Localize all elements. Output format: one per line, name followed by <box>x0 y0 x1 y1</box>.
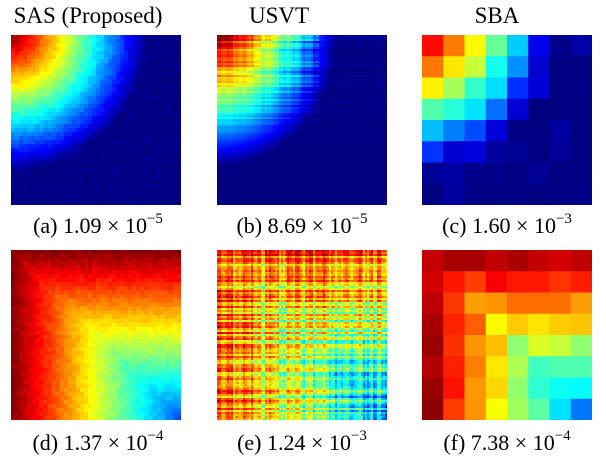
caption-base: 10 <box>533 213 556 238</box>
caption-mantissa: 1.60 <box>472 213 511 238</box>
caption-mantissa: 1.24 <box>267 430 306 455</box>
caption-base: 10 <box>532 430 555 455</box>
caption-d: (d) 1.37 × 10−4 <box>0 428 208 459</box>
caption-label: (b) <box>236 213 263 238</box>
caption-f: (f) 7.38 × 10−4 <box>397 428 606 459</box>
caption-label: (d) <box>32 430 59 455</box>
caption-exponent: −3 <box>350 428 367 444</box>
smooth-lshape-heatmap-icon <box>11 250 181 420</box>
col-title-usvt: USVT <box>248 3 310 28</box>
caption-label: (a) <box>33 213 58 238</box>
caption-base: 10 <box>328 430 351 455</box>
panel-c-heatmap <box>422 35 592 205</box>
caption-mantissa: 8.69 <box>267 213 307 238</box>
caption-exponent: −4 <box>147 428 164 444</box>
panel-b-heatmap <box>217 35 387 205</box>
caption-e: (e) 1.24 × 10−3 <box>192 428 412 459</box>
caption-exponent: −3 <box>555 211 572 227</box>
caption-exponent: −5 <box>351 211 368 227</box>
caption-times: × <box>311 430 324 455</box>
blocky-lshape-heatmap-icon <box>422 250 592 420</box>
panel-a-heatmap <box>11 35 181 205</box>
caption-mantissa: 7.38 <box>470 430 510 455</box>
noisy-corner-heatmap-icon <box>217 35 387 205</box>
smooth-corner-heatmap-icon <box>11 35 181 205</box>
caption-base: 10 <box>124 213 147 238</box>
col-title-sas: SAS (Proposed) <box>13 3 163 28</box>
panel-f-heatmap <box>422 250 592 420</box>
caption-base: 10 <box>329 213 352 238</box>
caption-b: (b) 8.69 × 10−5 <box>192 211 412 242</box>
noisy-lshape-heatmap-icon <box>217 250 387 420</box>
caption-base: 10 <box>125 430 148 455</box>
caption-label: (c) <box>442 213 467 238</box>
caption-exponent: −4 <box>554 428 571 444</box>
caption-times: × <box>107 430 121 455</box>
caption-exponent: −5 <box>146 211 163 227</box>
blocky-corner-heatmap-icon <box>422 35 592 205</box>
caption-mantissa: 1.09 <box>63 213 102 238</box>
caption-label: (e) <box>237 430 262 455</box>
col-title-sba: SBA <box>474 3 520 28</box>
caption-times: × <box>311 213 325 238</box>
panel-d-heatmap <box>11 250 181 420</box>
caption-times: × <box>516 213 529 238</box>
panel-e-heatmap <box>217 250 387 420</box>
caption-times: × <box>107 213 120 238</box>
caption-c: (c) 1.60 × 10−3 <box>397 211 606 242</box>
caption-a: (a) 1.09 × 10−5 <box>0 211 208 242</box>
caption-label: (f) <box>443 430 466 455</box>
caption-times: × <box>514 430 528 455</box>
caption-mantissa: 1.37 <box>63 430 103 455</box>
